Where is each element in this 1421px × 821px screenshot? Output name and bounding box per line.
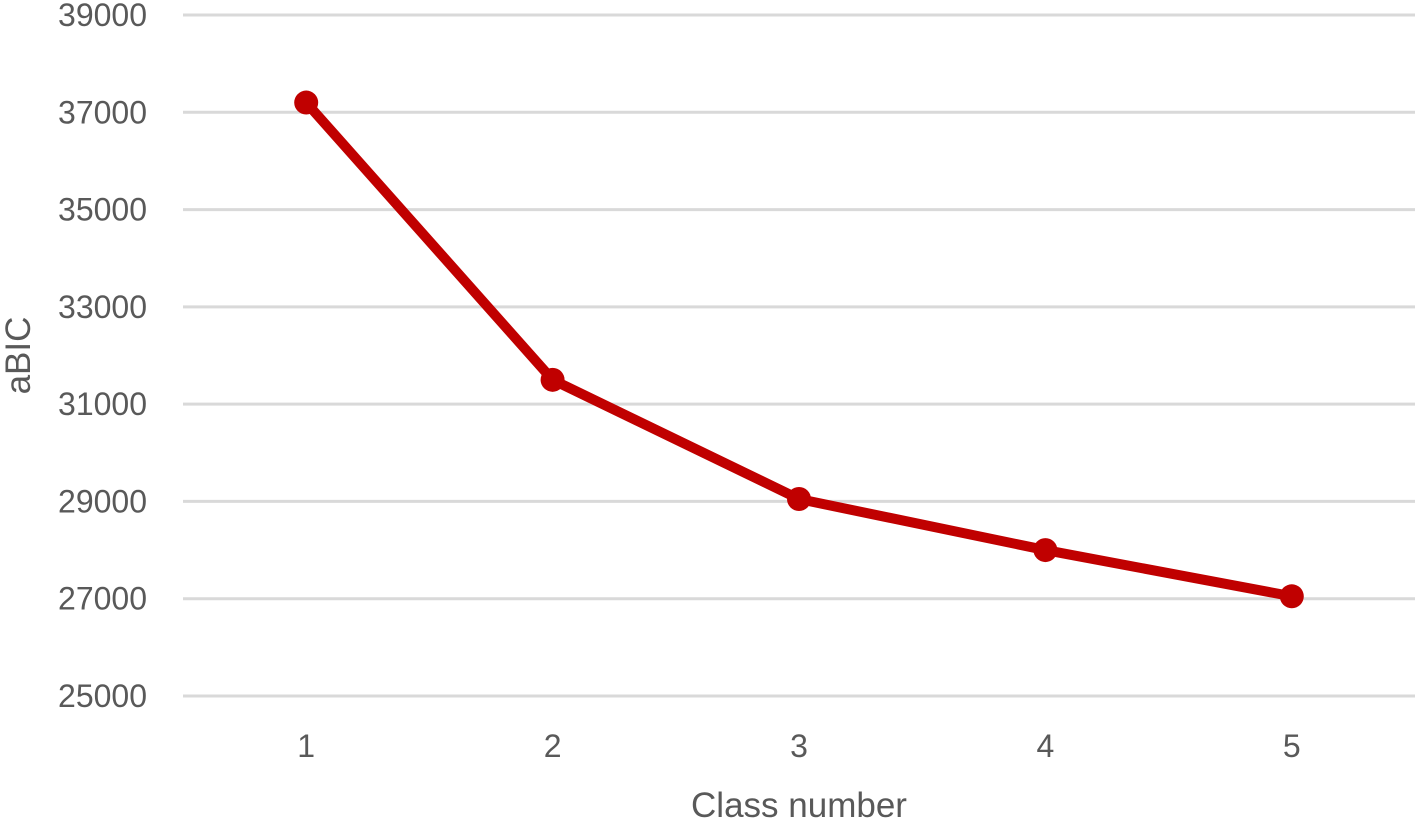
y-axis-title: aBIC bbox=[0, 317, 38, 395]
y-axis-ticks: 25000 27000 29000 31000 33000 35000 37000 39000 bbox=[58, 0, 147, 714]
y-tick-label: 35000 bbox=[58, 192, 147, 228]
x-tick-label: 3 bbox=[790, 728, 808, 764]
series-layer bbox=[294, 90, 1304, 609]
y-tick-label: 39000 bbox=[58, 0, 147, 33]
x-axis-title: Class number bbox=[691, 786, 907, 821]
data-point bbox=[294, 90, 319, 115]
data-point bbox=[540, 367, 565, 392]
series-line bbox=[301, 97, 1297, 602]
data-point bbox=[787, 486, 811, 511]
x-axis-ticks: 1 2 3 4 5 bbox=[297, 728, 1300, 764]
x-tick-label: 4 bbox=[1037, 728, 1055, 764]
y-tick-label: 25000 bbox=[58, 678, 147, 714]
data-point bbox=[1033, 538, 1058, 563]
y-tick-label: 31000 bbox=[58, 386, 147, 422]
gridlines bbox=[183, 13, 1415, 698]
y-tick-label: 27000 bbox=[58, 581, 147, 617]
y-tick-label: 29000 bbox=[58, 483, 147, 519]
y-tick-label: 33000 bbox=[58, 289, 147, 325]
y-tick-label: 37000 bbox=[58, 94, 147, 130]
x-tick-label: 1 bbox=[297, 728, 315, 764]
x-tick-label: 2 bbox=[544, 728, 562, 764]
x-tick-label: 5 bbox=[1283, 728, 1301, 764]
data-point bbox=[1279, 584, 1304, 609]
